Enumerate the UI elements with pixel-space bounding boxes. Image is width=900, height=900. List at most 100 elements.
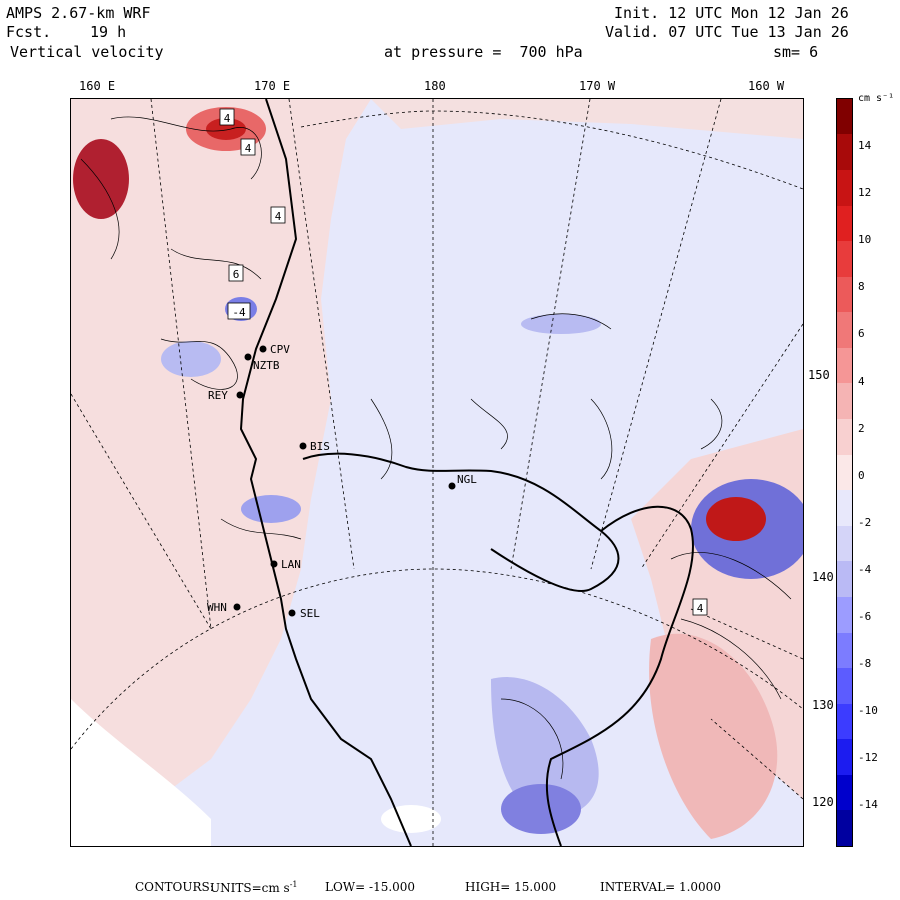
cold-patch [161, 341, 221, 377]
svg-text:-4: -4 [232, 306, 246, 319]
colorbar-tick-label: 14 [858, 139, 872, 152]
svg-text:NZTB: NZTB [253, 359, 280, 372]
cold-patch [521, 314, 601, 334]
graticule [71, 99, 803, 846]
station-bis[interactable]: BIS [299, 440, 330, 453]
colorbar-swatch [837, 276, 852, 313]
svg-text:4: 4 [697, 602, 704, 615]
lon-label: 160 E [79, 79, 116, 93]
cold-patch [241, 495, 301, 523]
contour-label: 4 [692, 598, 708, 616]
colorbar-tick-label: -4 [858, 562, 872, 576]
colorbar-tick-label: 8 [858, 280, 865, 294]
contour-label: 4 [270, 206, 286, 224]
lon-label: 170 E [254, 79, 291, 93]
colorbar-swatch [837, 810, 852, 846]
colorbar-tick-label: -14 [858, 798, 878, 812]
lon-label: 180 [424, 79, 446, 93]
model-title: AMPS 2.67-km WRF [6, 4, 151, 22]
svg-text:BIS: BIS [310, 440, 330, 453]
station-whn[interactable]: WHN [207, 601, 241, 614]
colorbar-swatch [837, 312, 852, 348]
svg-text:CPV: CPV [270, 343, 290, 356]
warm-patch [649, 633, 778, 839]
lon-label-right: 150 W [808, 368, 845, 382]
colorbar-tick-label: 0 [858, 468, 865, 482]
colorbar-tick-label: 12 [858, 186, 872, 200]
svg-text:NGL: NGL [457, 473, 477, 486]
colorbar-units: cm s⁻¹ [858, 93, 895, 104]
colorbar-swatch [837, 170, 852, 206]
colorbar-tick-label: 10 [858, 233, 872, 247]
footer-contours: CONTOURS: [135, 880, 214, 894]
svg-text:REY: REY [208, 389, 228, 402]
colorbar-swatch [837, 632, 852, 669]
svg-text:4: 4 [224, 112, 231, 125]
colorbar-swatch [837, 134, 852, 171]
station-cpv[interactable]: CPV [259, 343, 291, 356]
cold-patch [491, 677, 599, 819]
field-name: Vertical velocity [10, 43, 164, 61]
station-rey[interactable]: REY [208, 389, 244, 402]
warm-cell [73, 139, 129, 219]
colorbar-tick-label: -8 [858, 657, 872, 671]
colorbar-swatch [837, 347, 852, 384]
map-canvas[interactable]: 4 4 4 6 -4 4 CPV NZTB [71, 99, 803, 846]
colorbar-tick-label: -6 [858, 610, 872, 623]
svg-text:4: 4 [245, 142, 252, 155]
colorbar-swatch [837, 668, 852, 704]
contour-label: -4 [227, 302, 251, 320]
pressure-level: at pressure = 700 hPa [384, 43, 583, 61]
no-data-corner [71, 699, 211, 846]
svg-text:6: 6 [233, 268, 240, 281]
footer-high: HIGH= 15.000 [465, 880, 557, 894]
footer-interval: INTERVAL= 1.0000 [600, 880, 721, 894]
contour-label: 4 [219, 108, 235, 126]
colorbar [836, 98, 853, 847]
colorbar-swatch [837, 419, 852, 455]
colorbar-tick-label: -10 [858, 704, 878, 718]
contour-label: 4 [240, 138, 256, 156]
ice-shelf-boundary [545, 505, 694, 846]
station-sel[interactable]: SEL [288, 607, 321, 620]
colorbar-swatch [837, 596, 852, 633]
colorbar-swatch [837, 703, 852, 740]
valid-time: Valid. 07 UTC Tue 13 Jan 26 [605, 23, 849, 41]
map-panel[interactable]: 4 4 4 6 -4 4 CPV NZTB [70, 98, 804, 847]
colorbar-swatch [837, 454, 852, 491]
lon-label: 170 W [579, 79, 616, 93]
colorbar-swatch [837, 98, 852, 135]
colorbar-swatch [837, 525, 852, 562]
warm-cell-core [706, 497, 766, 541]
contour-lines [80, 116, 792, 780]
init-time: Init. 12 UTC Mon 12 Jan 26 [614, 4, 849, 22]
svg-text:SEL: SEL [300, 607, 320, 620]
cold-cell [501, 784, 581, 834]
colorbar-swatch [837, 739, 852, 775]
forecast-label: Fcst. [6, 23, 52, 41]
colorbar-swatch [837, 205, 852, 242]
contour-label: 6 [228, 264, 244, 282]
colorbar-swatch [837, 490, 852, 526]
station-ngl[interactable]: NGL [448, 473, 478, 490]
coastline [239, 99, 412, 846]
forecast-hours: 19 h [90, 23, 127, 41]
land-warm-region [71, 99, 371, 839]
footer-low: LOW= -15.000 [325, 880, 416, 894]
lon-label: 160 W [748, 79, 785, 93]
footer-units: UNITS=cm s-1 [210, 880, 298, 895]
warm-cell-core [206, 118, 246, 140]
smoothing: sm= 6 [773, 43, 819, 61]
colorbar-swatch [837, 774, 852, 811]
station-nztb[interactable]: NZTB [244, 353, 280, 373]
colorbar-tick-label: -12 [858, 751, 878, 765]
colorbar-swatch [837, 561, 852, 597]
colorbar-tick-label: 6 [858, 327, 865, 341]
colorbar-swatch [837, 241, 852, 277]
svg-text:WHN: WHN [207, 601, 227, 614]
missing-data-patch [381, 805, 441, 833]
ice-shelf-edge [302, 452, 620, 592]
station-lan[interactable]: LAN [270, 558, 301, 571]
colorbar-tick-label: 4 [858, 374, 865, 388]
svg-text:LAN: LAN [281, 558, 301, 571]
